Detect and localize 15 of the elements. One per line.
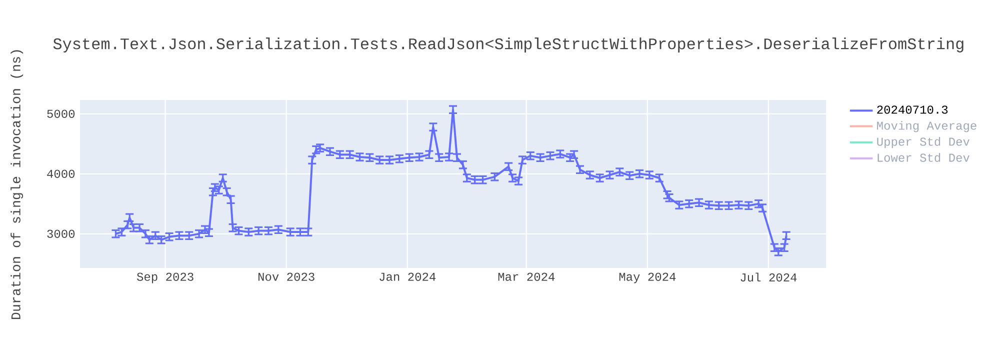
y-tick-label: 3000 xyxy=(47,230,75,238)
y-tick-label: 5000 xyxy=(47,110,75,118)
y-axis-title: Duration of single invocation (ns) xyxy=(10,50,24,319)
y-tick-label: 4000 xyxy=(47,170,75,178)
legend-label: Lower Std Dev xyxy=(878,153,970,162)
legend-label: Moving Average xyxy=(877,120,976,132)
legend-label: Upper Std Dev xyxy=(877,136,970,148)
x-tick-label: Nov 2023 xyxy=(258,272,314,281)
chart-title: System.Text.Json.Serialization.Tests.ReadJson<SimpleStructWithProperties>.DeserializeFromString xyxy=(53,38,964,52)
x-tick-label: May 2024 xyxy=(619,272,676,284)
x-tick-label: Mar 2024 xyxy=(498,272,555,281)
legend-label: 20240710.3 xyxy=(877,106,948,114)
x-tick-label: Jul 2024 xyxy=(740,272,797,282)
x-tick-label: Jan 2024 xyxy=(380,272,436,281)
x-tick-label: Sep 2023 xyxy=(136,272,194,284)
